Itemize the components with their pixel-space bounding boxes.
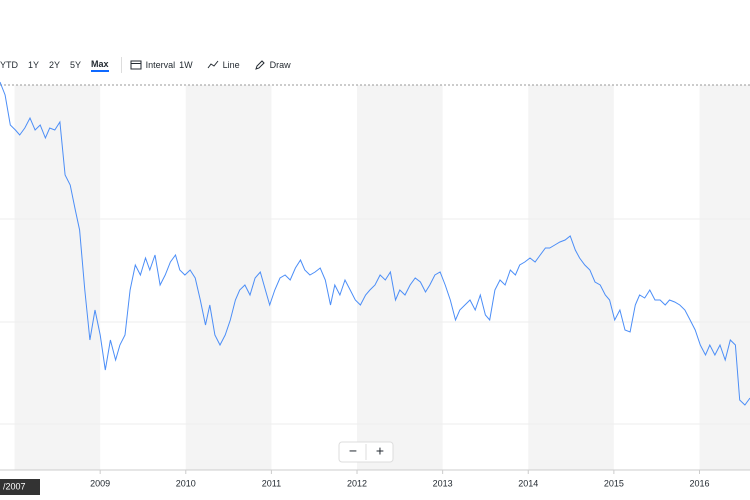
zoom-out[interactable]: − (349, 443, 357, 459)
range-ytd[interactable]: YTD (0, 60, 18, 70)
x-tick-label: 2016 (689, 478, 709, 488)
zoom-in[interactable]: + (376, 443, 384, 459)
toolbar: YTD 1Y 2Y 5Y Max Interval 1W Line Draw (0, 56, 301, 74)
range-2y[interactable]: 2Y (49, 60, 61, 70)
interval-icon (130, 60, 142, 70)
x-tick-label: 2015 (604, 478, 624, 488)
chart-type-button[interactable]: Line (222, 60, 240, 70)
x-tick-label: 2012 (347, 478, 367, 488)
year-band (14, 85, 101, 470)
interval-value[interactable]: 1W (179, 60, 193, 70)
x-tick-label: 2009 (90, 478, 110, 488)
crosshair-label: /2007 (3, 481, 26, 491)
x-tick-label: 2013 (433, 478, 453, 488)
year-band (699, 85, 750, 470)
range-5y[interactable]: 5Y (70, 60, 82, 70)
range-1y[interactable]: 1Y (28, 60, 40, 70)
x-tick-label: 2011 (262, 478, 281, 488)
x-tick-label: 2010 (176, 478, 196, 488)
year-band (185, 85, 272, 470)
crosshair-box (0, 479, 40, 495)
interval-button[interactable]: Interval (145, 60, 176, 70)
separator (120, 57, 122, 73)
range-max[interactable]: Max (91, 59, 109, 72)
year-band (528, 85, 614, 470)
draw-icon (254, 60, 265, 70)
x-tick-label: 2014 (518, 478, 538, 488)
year-band (357, 85, 443, 470)
line-icon (207, 60, 218, 69)
zoom-controls: − + (338, 441, 394, 463)
draw-button[interactable]: Draw (269, 60, 291, 70)
price-line (0, 81, 750, 406)
